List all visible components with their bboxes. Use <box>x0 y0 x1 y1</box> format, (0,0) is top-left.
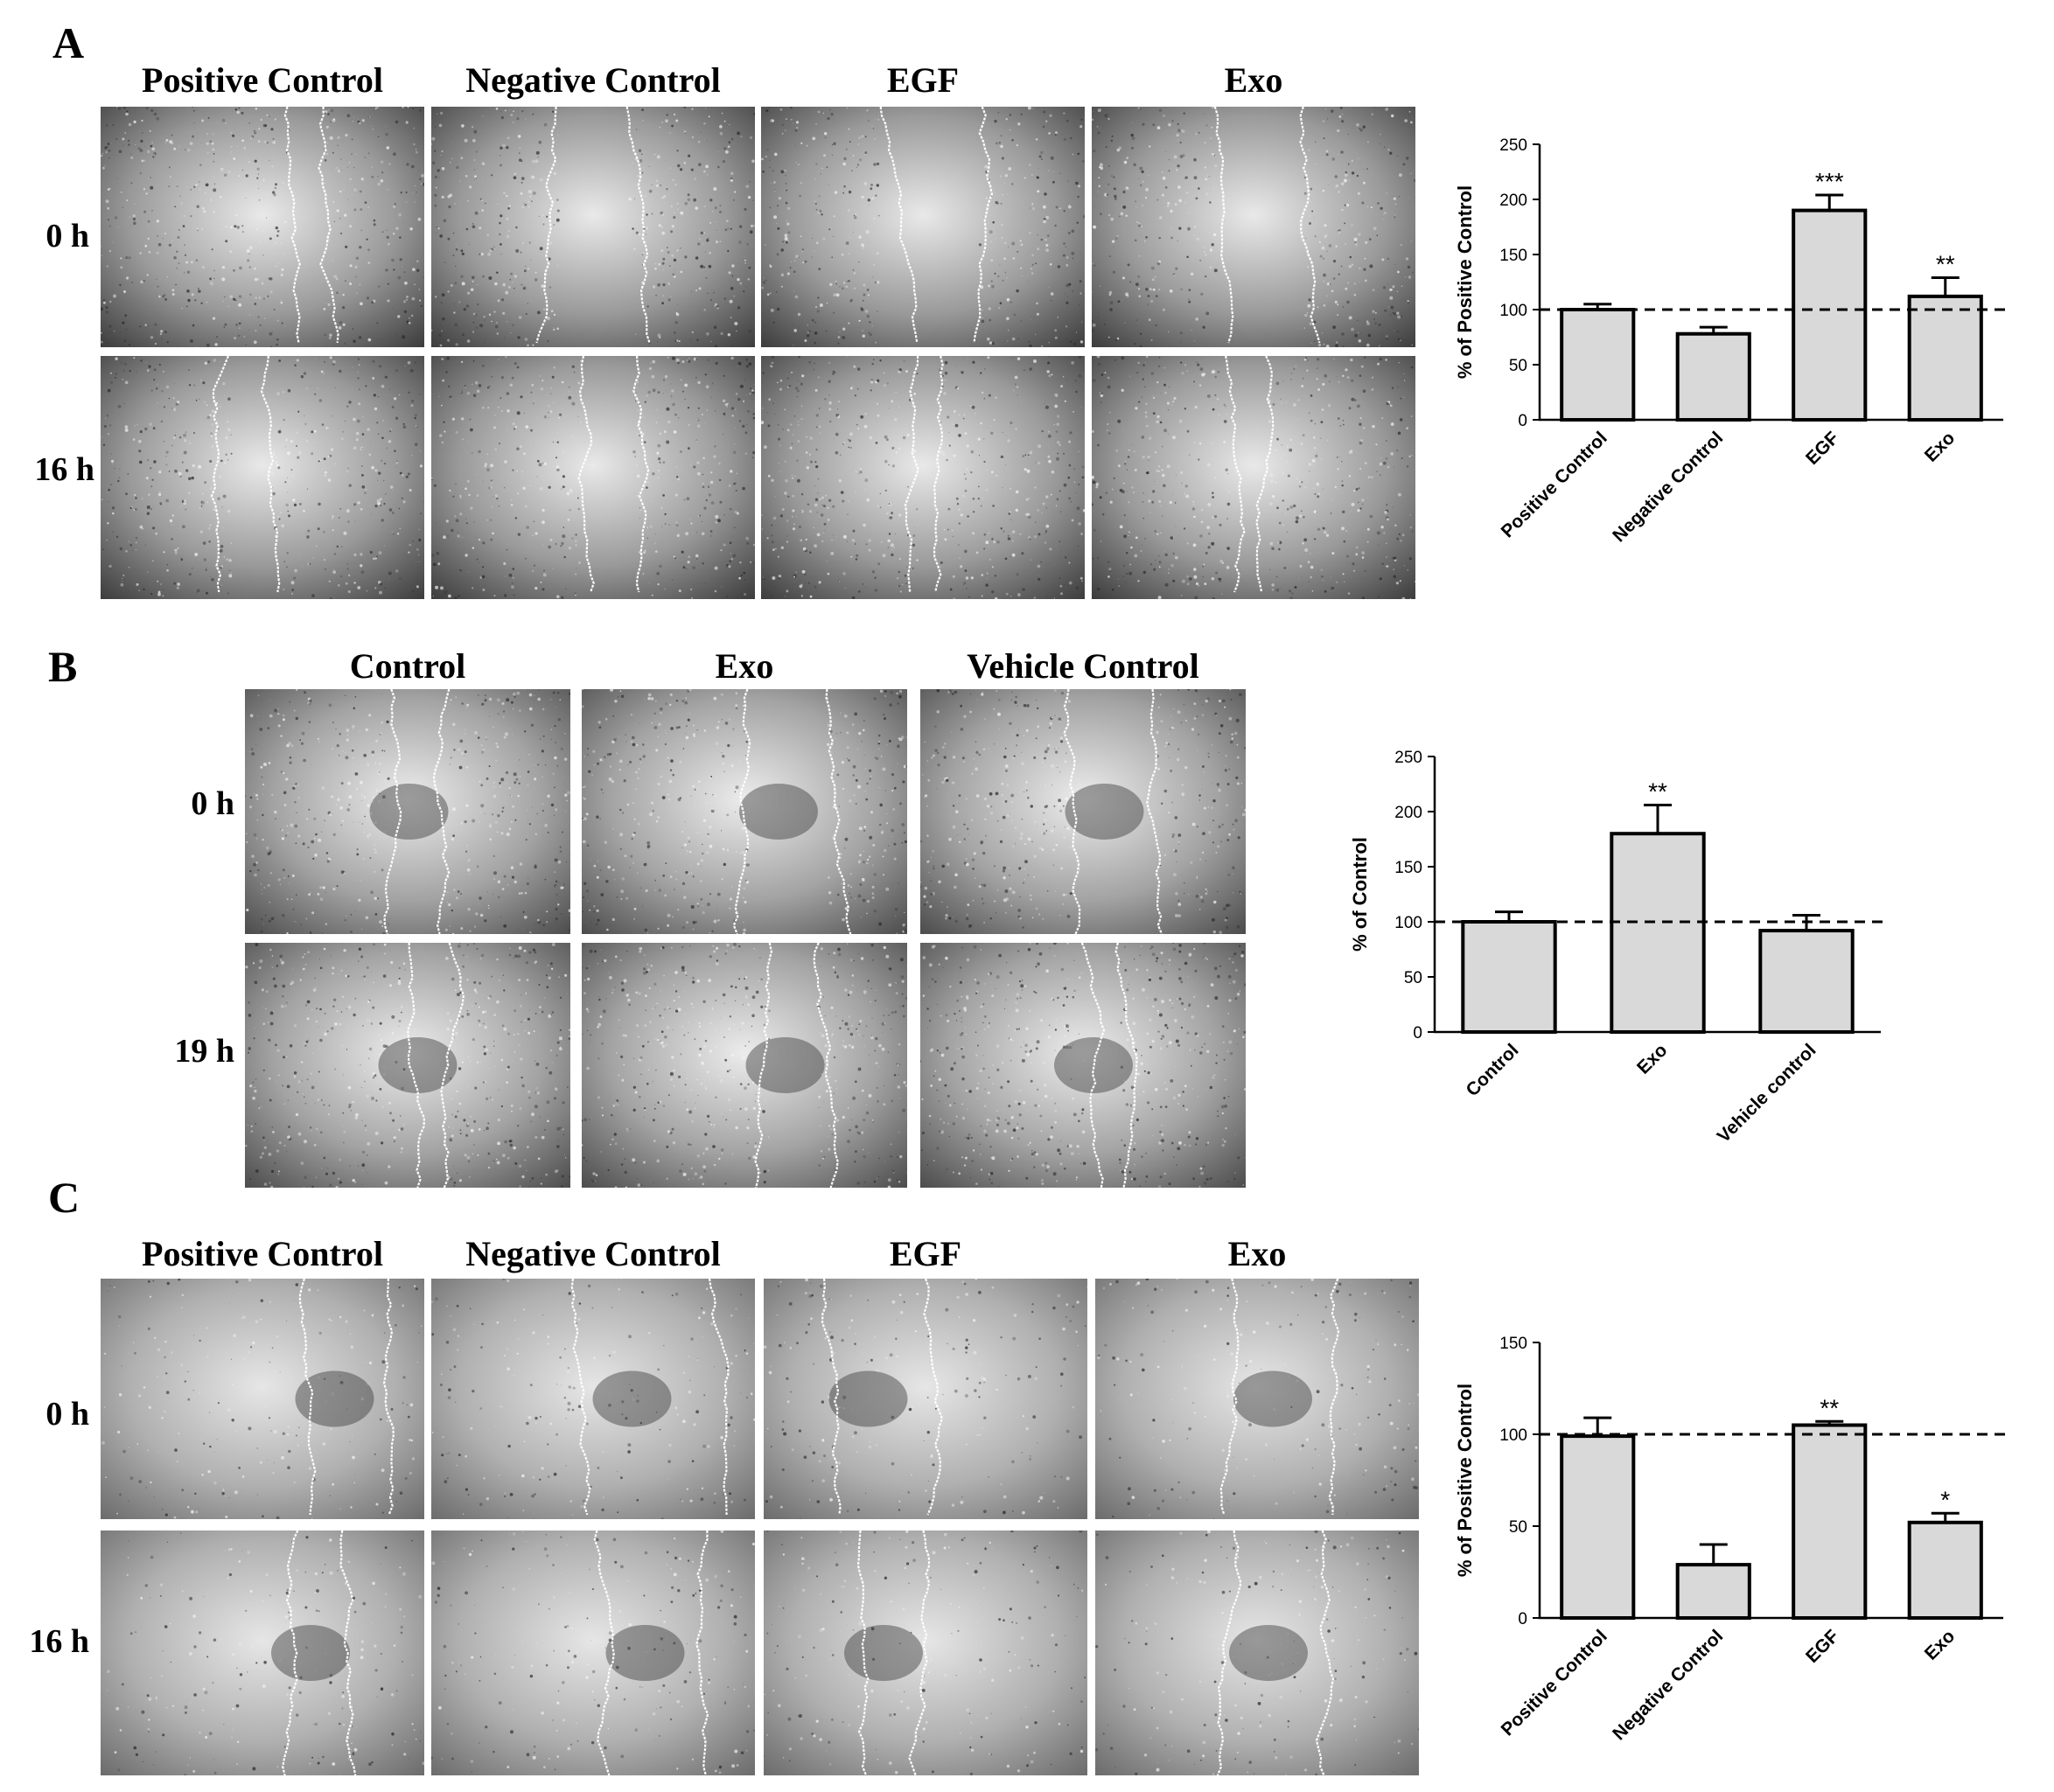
micrograph-c-egf-16h <box>764 1531 1087 1775</box>
significance-marker: ** <box>1936 250 1955 277</box>
error-bar <box>1815 1419 1844 1426</box>
y-tick-label: 50 <box>1509 1518 1527 1537</box>
micrograph-a-egf-16h <box>761 356 1085 599</box>
column-header-egf: EGF <box>886 60 960 100</box>
micrograph-c-exo-16h <box>1095 1531 1419 1775</box>
y-axis-label: % of Positive Control <box>1454 185 1476 379</box>
y-axis-label: % of Positive Control <box>1454 1384 1476 1577</box>
significance-marker: *** <box>1815 168 1844 195</box>
y-tick-label: 150 <box>1499 247 1527 265</box>
bar-chart-a: % of Positive Control 0 50 100 150 200 250 Posi… <box>1443 122 2047 577</box>
category-label: Positive Control <box>1498 428 1611 541</box>
category-label: EGF <box>1802 428 1843 469</box>
column-header-negative-control-c: Negative Control <box>465 1234 721 1273</box>
error-bar <box>1495 910 1523 922</box>
micrograph-c-exo-0h <box>1095 1279 1419 1519</box>
row-label-0h-b: 0 h <box>191 785 234 822</box>
micrograph-c-egf-0h <box>764 1279 1087 1519</box>
row-label-16h-c: 16 h <box>29 1623 89 1660</box>
error-bar <box>1815 193 1844 211</box>
y-tick-label: 0 <box>1518 412 1527 430</box>
error-bar <box>1699 1543 1728 1565</box>
y-tick-label: 100 <box>1499 1426 1527 1445</box>
error-bar <box>1931 275 1960 296</box>
y-tick-label: 200 <box>1394 804 1422 822</box>
row-label-0h: 0 h <box>45 218 89 255</box>
micrograph-c-positive-control-0h <box>101 1279 424 1519</box>
y-tick-label: 200 <box>1499 192 1527 210</box>
micrograph-b-control-0h <box>245 689 570 934</box>
micrograph-b-vehicle-control-19h <box>920 943 1246 1188</box>
bar <box>1610 832 1706 1034</box>
error-bar <box>1644 803 1672 834</box>
bar <box>1675 331 1751 422</box>
bar <box>1907 294 1983 422</box>
column-header-exo-c: Exo <box>1227 1234 1287 1273</box>
column-header-positive-control-c: Positive Control <box>142 1234 383 1273</box>
column-header-exo-b: Exo <box>715 646 774 686</box>
category-label: Control <box>1462 1040 1522 1100</box>
micrograph-c-negative-control-16h <box>431 1531 755 1775</box>
category-label: Vehicle control <box>1714 1040 1820 1147</box>
micrograph-a-positive-control-0h <box>101 107 424 347</box>
column-header-control: Control <box>349 646 466 686</box>
category-label: Exo <box>1921 1626 1959 1663</box>
bar <box>1560 1434 1636 1620</box>
y-tick-label: 50 <box>1509 357 1527 375</box>
panel-letter-c: C <box>48 1173 80 1222</box>
micrograph-a-positive-control-16h <box>101 356 424 599</box>
category-label: Negative Control <box>1609 428 1727 546</box>
bar-chart-c: % of Positive Control 0 50 100 150 Positive C… <box>1443 1321 2047 1775</box>
bar-chart-b: % of Control 0 50 100 150 200 250 Control ** Exo V… <box>1338 735 1942 1189</box>
micrograph-a-egf-0h <box>761 107 1085 347</box>
micrograph-a-exo-16h <box>1092 356 1415 599</box>
significance-marker: * <box>1940 1486 1950 1513</box>
bar <box>1675 1563 1751 1621</box>
column-header-egf-c: EGF <box>889 1234 962 1273</box>
micrograph-b-exo-0h <box>582 689 907 934</box>
category-label: Exo <box>1633 1040 1671 1077</box>
error-bar <box>1931 1511 1960 1523</box>
micrograph-a-exo-0h <box>1092 107 1415 347</box>
column-header-vehicle-control: Vehicle Control <box>967 646 1199 686</box>
column-header-negative-control: Negative Control <box>465 60 721 100</box>
category-label: Positive Control <box>1498 1626 1611 1740</box>
panel-letter-b: B <box>48 642 78 691</box>
y-tick-label: 250 <box>1394 749 1422 767</box>
y-axis-label: % of Control <box>1349 837 1371 952</box>
row-label-19h: 19 h <box>174 1033 234 1070</box>
micrograph-b-control-19h <box>245 943 570 1188</box>
y-tick-label: 0 <box>1413 1024 1422 1042</box>
bar <box>1461 920 1557 1034</box>
category-label: Exo <box>1921 428 1959 465</box>
micrograph-b-exo-19h <box>582 943 907 1188</box>
micrograph-a-negative-control-16h <box>431 356 755 599</box>
column-header-positive-control: Positive Control <box>142 60 383 100</box>
category-label: Negative Control <box>1609 1626 1727 1744</box>
micrograph-c-positive-control-16h <box>101 1531 424 1775</box>
bar <box>1907 1520 1983 1620</box>
bar <box>1758 929 1855 1034</box>
significance-marker: ** <box>1820 1394 1839 1421</box>
category-label: EGF <box>1802 1626 1843 1667</box>
bar <box>1792 208 1868 422</box>
micrograph-c-negative-control-0h <box>431 1279 755 1519</box>
row-label-0h-c: 0 h <box>45 1396 89 1433</box>
panel-letter-a: A <box>52 18 85 67</box>
bar <box>1792 1423 1868 1620</box>
y-tick-label: 50 <box>1404 969 1422 987</box>
y-tick-label: 0 <box>1518 1610 1527 1628</box>
y-tick-label: 100 <box>1394 914 1422 932</box>
micrograph-a-negative-control-0h <box>431 107 755 347</box>
y-tick-label: 150 <box>1394 859 1422 877</box>
bar <box>1560 308 1636 422</box>
significance-marker: ** <box>1648 777 1667 805</box>
y-tick-label: 100 <box>1499 302 1527 320</box>
column-header-exo: Exo <box>1224 60 1283 100</box>
row-label-16h: 16 h <box>34 451 94 488</box>
y-tick-label: 150 <box>1499 1335 1527 1353</box>
y-tick-label: 250 <box>1499 136 1527 155</box>
micrograph-b-vehicle-control-0h <box>920 689 1246 934</box>
error-bar <box>1699 325 1728 334</box>
